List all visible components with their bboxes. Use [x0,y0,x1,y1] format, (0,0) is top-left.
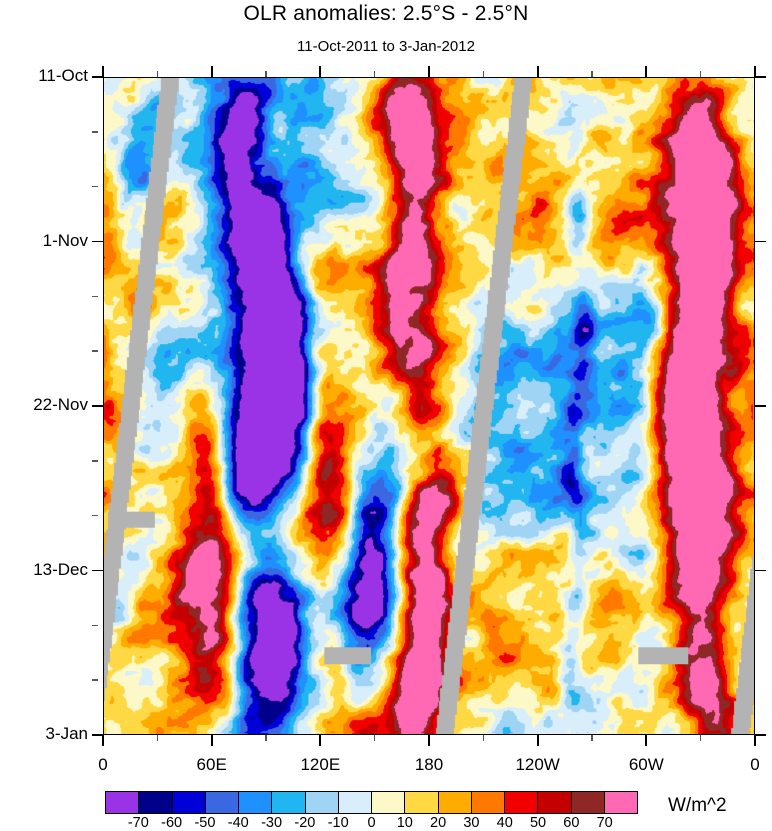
olr-anomaly-field [104,78,754,734]
colorbar-tick-label: -30 [261,815,283,831]
x-axis-top-major-tick [102,66,104,77]
x-axis-major-tick [754,735,756,746]
colorbar-tick-label: -70 [127,815,149,831]
y-axis-right-major-tick [755,76,766,78]
x-axis-tick-label: 120E [300,755,341,774]
y-axis-major-tick [92,240,103,243]
x-axis-top-minor-tick [265,71,267,77]
x-axis-minor-tick [591,735,593,741]
colorbar-tick-label: 20 [430,815,447,831]
colorbar-units-label: W/m^2 [668,795,727,816]
y-axis-right-major-tick [755,405,766,407]
x-axis-top-major-tick [319,66,322,77]
y-axis-right-major-tick [755,240,766,243]
y-axis-tick-label: 13-Dec [33,559,88,579]
y-axis-tick-label: 1-Nov [42,230,88,250]
x-axis-top-major-tick [536,66,539,77]
x-axis-top-major-tick [645,66,648,77]
colorbar [105,791,638,814]
hovmoller-plot-area [103,77,755,735]
y-axis-minor-tick [92,295,98,298]
colorbar-swatch [305,792,339,813]
colorbar-tick-label: 60 [563,815,580,831]
x-axis-top-minor-tick [156,71,159,77]
x-axis-top-major-tick [428,66,430,77]
x-axis-top-major-tick [210,66,213,77]
colorbar-tick-label: 0 [367,815,376,831]
x-axis-tick-label: 60W [628,755,664,774]
colorbar-swatch [205,792,239,813]
colorbar-swatch [338,792,372,813]
colorbar-swatch [139,792,173,813]
x-axis-tick-label: 0 [750,755,760,774]
colorbar-tick-label: 30 [463,815,480,831]
olr-field-canvas [104,78,754,734]
colorbar-tick-label: -40 [227,815,249,831]
x-axis-major-tick [428,735,430,746]
x-axis-major-tick [102,735,104,746]
colorbar-tick-label: 50 [529,815,547,831]
colorbar-swatch [438,792,472,813]
colorbar-swatch [372,792,406,813]
y-axis-minor-tick [92,624,98,627]
y-axis-major-tick [92,569,103,572]
colorbar-swatch [571,792,605,813]
x-axis-minor-tick [699,735,702,741]
y-axis-minor-tick [92,679,98,681]
colorbar-swatch [239,792,273,813]
colorbar-tick-label: 10 [396,815,413,831]
colorbar-swatch [405,792,439,813]
colorbar-tick-label: -20 [294,815,316,831]
y-axis-minor-tick [92,350,98,352]
y-axis-right-major-tick [755,734,766,736]
x-axis-tick-label: 60E [196,755,227,774]
colorbar-tick-label: 40 [496,815,513,831]
figure-subtitle: 11-Oct-2011 to 3-Jan-2012 [297,38,475,55]
x-axis-top-minor-tick [482,71,485,77]
colorbar-swatch [505,792,539,813]
y-axis-minor-tick [92,514,98,517]
colorbar-tick-label: 70 [596,815,613,831]
colorbar-swatch [471,792,505,813]
x-axis-top-minor-tick [591,71,593,77]
y-axis-right-major-tick [755,569,766,572]
x-axis-major-tick [319,735,322,746]
x-axis-top-minor-tick [699,71,702,77]
y-axis-minor-tick [92,460,98,462]
y-axis-major-tick [92,734,103,736]
x-axis-minor-tick [482,735,485,741]
x-axis-top-minor-tick [373,71,376,77]
y-axis-tick-label: 3-Jan [45,724,88,743]
colorbar-tick-label: -10 [327,815,349,831]
colorbar-tick-label: -50 [194,815,216,831]
colorbar-swatch [538,792,572,813]
colorbar-swatch [272,792,306,813]
y-axis-major-tick [92,76,103,78]
colorbar-tick-label: -60 [161,815,183,831]
x-axis-tick-label: 120W [515,755,560,774]
x-axis-minor-tick [265,735,267,741]
x-axis-minor-tick [373,735,376,741]
x-axis-tick-label: 180 [414,755,444,774]
x-axis-major-tick [536,735,539,746]
y-axis-tick-label: 22-Nov [33,395,88,414]
x-axis-minor-tick [156,735,159,741]
y-axis-minor-tick [92,185,98,188]
y-axis-tick-label: 11-Oct [38,66,88,85]
colorbar-swatch [106,792,140,813]
colorbar-swatch [604,792,637,813]
x-axis-tick-label: 0 [98,755,108,774]
y-axis-major-tick [92,405,103,407]
page-title: OLR anomalies: 2.5°S - 2.5°N [243,2,529,25]
colorbar-swatch [172,792,206,813]
y-axis-minor-tick [92,131,98,133]
x-axis-major-tick [645,735,648,746]
x-axis-major-tick [210,735,213,746]
x-axis-top-major-tick [754,66,756,77]
